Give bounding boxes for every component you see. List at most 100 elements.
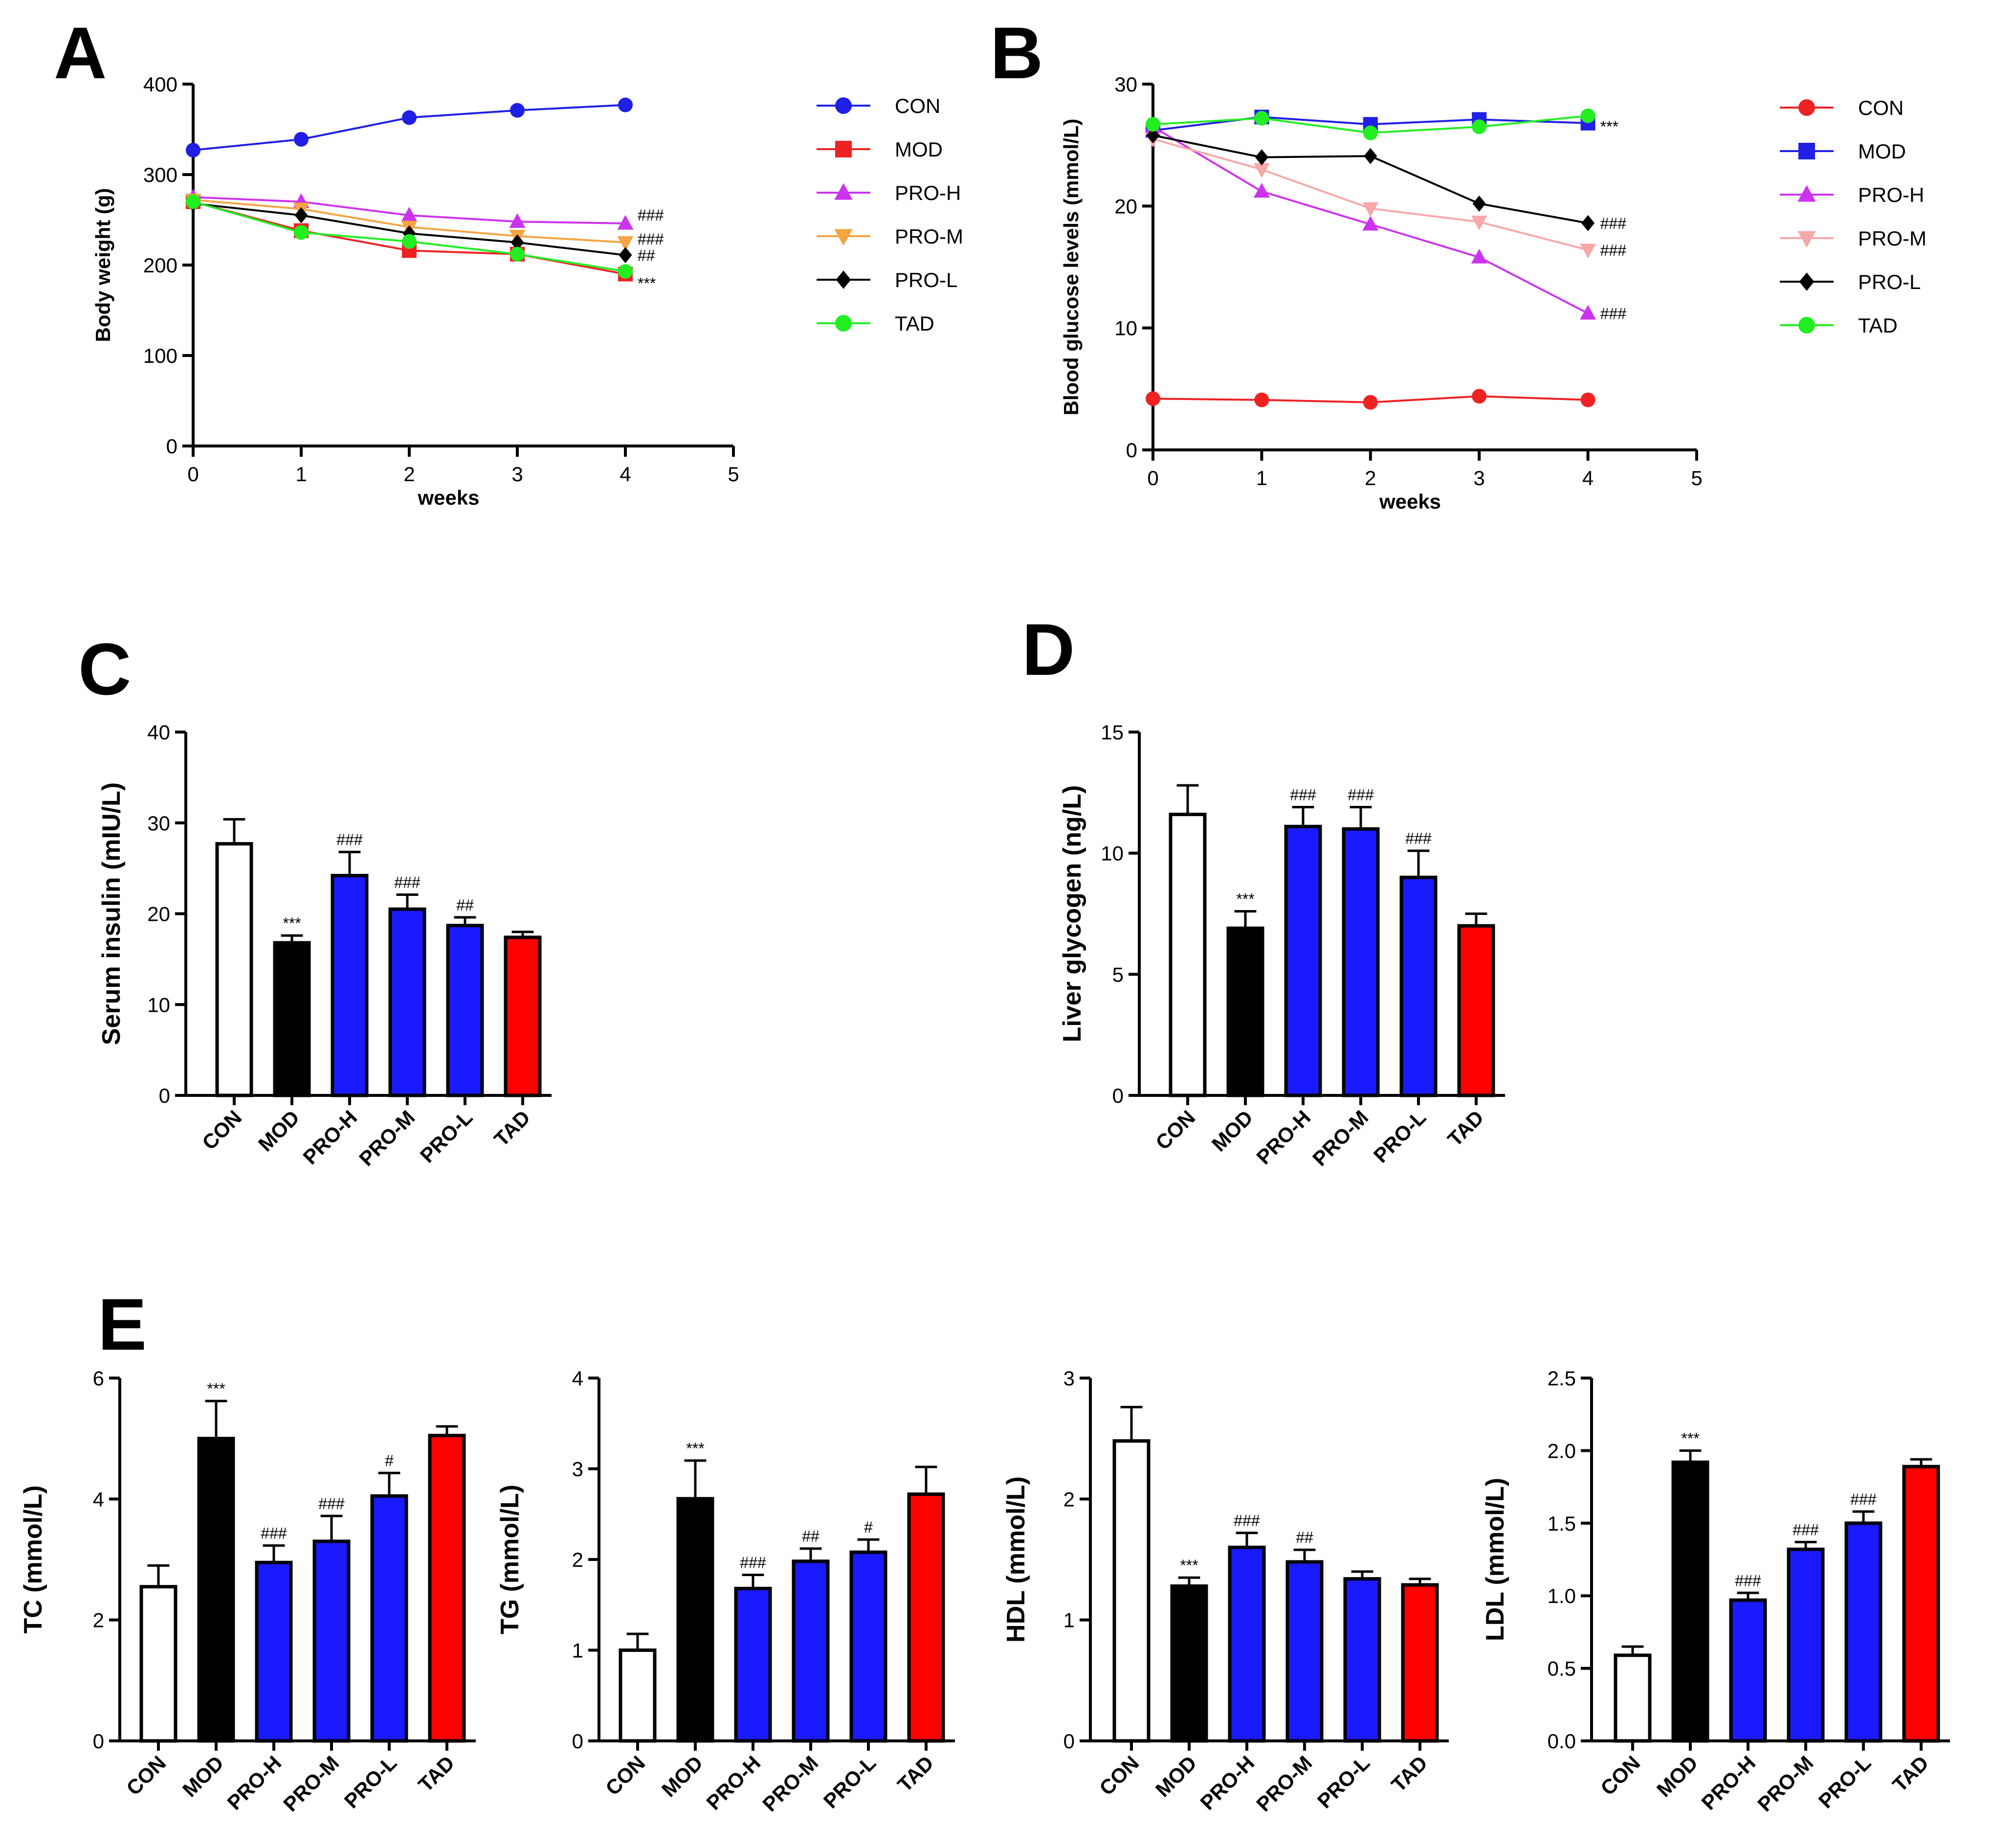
x-tick-label: 1 [295,463,307,486]
bar-tad [907,1492,945,1743]
data-point-con [402,110,417,125]
y-tick-label: 4 [572,1367,583,1390]
y-tick-label: 40 [147,721,170,744]
x-tick-label: 4 [620,463,631,486]
significance-label: ## [456,896,474,914]
category-label: MOD [657,1751,708,1802]
significance-label: # [864,1518,873,1536]
bar-pro-m [388,907,426,1097]
y-tick-label: 0 [159,1084,170,1107]
chart-A: 0 100 200 300 400 0 1 2 3 4 5 weeks Body weight (g) C… [91,73,963,509]
category-label: PRO-M [1308,1106,1373,1170]
y-tick-label: 200 [143,254,177,277]
data-point-con [1580,392,1595,407]
bar-con [139,1585,177,1743]
data-point-con [1254,392,1269,407]
bar-tad [1902,1465,1940,1743]
chart-ldl: 0.0 0.5 1.0 1.5 2.0 2.5 LDL (mmol/L) CON MOD *** P… [1481,1367,1950,1816]
bar-con [1169,812,1207,1097]
category-label: MOD [254,1106,304,1156]
data-point-con [1363,395,1378,410]
legend-marker [1798,317,1815,334]
bar-pro-m [312,1539,351,1743]
significance-label: ### [1290,786,1316,804]
category-label: PRO-M [1753,1751,1817,1816]
chart-liver: 0 5 10 15 Liver glycogen (ng/L) CON MOD *** PRO-… [1058,721,1505,1170]
significance-label: ### [1600,305,1627,323]
data-point-con [1146,391,1160,406]
y-tick-label: 10 [147,993,170,1016]
significance-label: ### [261,1525,287,1542]
data-point-pro-h [401,207,418,222]
y-tick-label: 1.5 [1548,1512,1576,1535]
significance-label: ### [1600,215,1627,232]
category-label: MOD [1652,1751,1703,1802]
legend-marker [836,270,851,289]
data-point-tad [294,225,309,240]
panel-letter-a: A [54,12,107,94]
y-tick-label: 0 [572,1730,583,1753]
legend-label: CON [1858,96,1904,119]
data-point-pro-m [1580,244,1596,259]
y-tick-label: 3 [572,1458,583,1481]
category-label: CON [122,1751,170,1800]
legend-label: CON [895,94,940,117]
category-label: PRO-L [1313,1751,1374,1813]
category-label: PRO-M [354,1106,419,1170]
bar-pro-l [1343,1577,1381,1743]
category-label: TAD [489,1106,534,1151]
y-tick-label: 20 [1114,195,1137,218]
category-label: PRO-L [1814,1751,1876,1813]
category-label: PRO-M [758,1751,822,1816]
data-point-con [1472,389,1487,404]
y-axis-label: Blood glucose levels (mmol/L) [1060,119,1083,416]
x-tick-label: 5 [1691,467,1702,490]
significance-label: ## [802,1528,819,1545]
y-tick-label: 2 [93,1609,104,1632]
bar-pro-m [1787,1547,1825,1743]
y-tick-label: 15 [1101,721,1124,744]
y-axis-label: Liver glycogen (ng/L) [1058,785,1086,1043]
data-point-pro-l [1581,215,1595,231]
significance-label: *** [1600,118,1618,135]
data-point-tad [186,194,200,209]
data-point-pro-m [1362,202,1379,217]
significance-label: *** [283,914,301,932]
data-point-con [510,103,525,118]
y-axis-label: HDL (mmol/L) [1002,1476,1030,1643]
chart-serum: 0 10 20 30 40 Serum insulin (mIU/L) CON MOD *** P… [97,721,552,1170]
bar-pro-m [792,1559,830,1743]
legend-marker [1798,143,1815,159]
x-tick-label: 0 [1147,467,1158,490]
y-tick-label: 10 [1114,317,1137,340]
bar-tad [428,1433,466,1743]
legend-label: PRO-M [1858,227,1927,250]
data-point-pro-l [1255,149,1268,166]
x-tick-label: 2 [1365,467,1376,490]
data-point-tad [510,246,525,262]
y-tick-label: 10 [1101,842,1124,865]
y-tick-label: 2.0 [1548,1439,1576,1462]
bar-mod [1671,1460,1709,1743]
legend-label: TAD [895,312,934,335]
chart-B: 0 10 20 30 0 1 2 3 4 5 weeks Blood glucose levels (… [1060,73,1927,513]
significance-label: *** [207,1380,225,1398]
data-point-pro-h [1471,248,1487,264]
category-label: CON [198,1106,246,1154]
y-tick-label: 0 [1063,1730,1075,1753]
category-label: TAD [414,1751,459,1796]
legend-label: PRO-H [895,181,961,204]
category-label: TAD [1888,1751,1933,1796]
data-point-pro-m [1471,215,1487,230]
y-axis-label: Serum insulin (mIU/L) [97,782,126,1045]
significance-label: ### [1793,1521,1819,1538]
data-point-pro-l [1472,195,1486,212]
bar-pro-l [1399,875,1438,1097]
data-point-tad [1363,125,1378,140]
y-tick-label: 1.0 [1548,1584,1576,1607]
category-label: TAD [1387,1751,1432,1796]
legend-marker [835,97,852,114]
category-label: PRO-L [416,1106,477,1167]
data-point-pro-h [1362,216,1379,231]
